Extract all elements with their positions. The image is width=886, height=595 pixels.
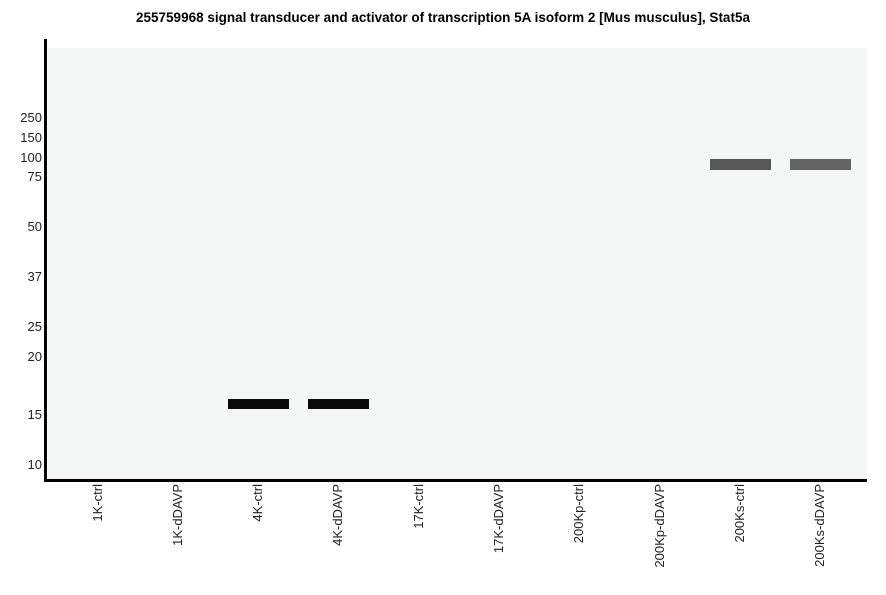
y-tick-label-50: 50 (27, 219, 42, 234)
band-200Ks-dDAVP (789, 158, 851, 170)
y-tick-label-250: 250 (20, 110, 42, 125)
lane-label-200Kp-dDAVP: 200Kp-dDAVP (652, 484, 667, 568)
band-200Ks-ctrl (709, 158, 771, 170)
lane-label-1K-ctrl: 1K-ctrl (90, 484, 105, 522)
lane-label-17K-ctrl: 17K-ctrl (411, 484, 426, 529)
y-tick-label-15: 15 (27, 407, 42, 422)
y-tick-label-20: 20 (27, 349, 42, 364)
y-axis-line (44, 39, 47, 482)
lane-label-17K-dDAVP: 17K-dDAVP (491, 484, 506, 554)
chart-title: 255759968 signal transducer and activato… (136, 10, 750, 25)
x-axis-line (44, 479, 867, 482)
band-4K-ctrl (227, 399, 289, 409)
lane-label-200Kp-ctrl: 200Kp-ctrl (571, 484, 586, 544)
y-tick-label-75: 75 (27, 169, 42, 184)
y-tick-label-37: 37 (27, 269, 42, 284)
y-tick-label-100: 100 (20, 150, 42, 165)
lane-label-4K-ctrl: 4K-ctrl (250, 484, 265, 522)
lane-label-200Ks-dDAVP: 200Ks-dDAVP (812, 484, 827, 567)
lane-label-200Ks-ctrl: 200Ks-ctrl (732, 484, 747, 543)
lane-label-4K-dDAVP: 4K-dDAVP (330, 484, 345, 546)
y-tick-label-25: 25 (27, 319, 42, 334)
plot-area (48, 48, 867, 479)
lane-label-1K-dDAVP: 1K-dDAVP (170, 484, 185, 546)
y-tick-label-10: 10 (27, 457, 42, 472)
y-tick-label-150: 150 (20, 130, 42, 145)
band-4K-dDAVP (307, 399, 369, 409)
